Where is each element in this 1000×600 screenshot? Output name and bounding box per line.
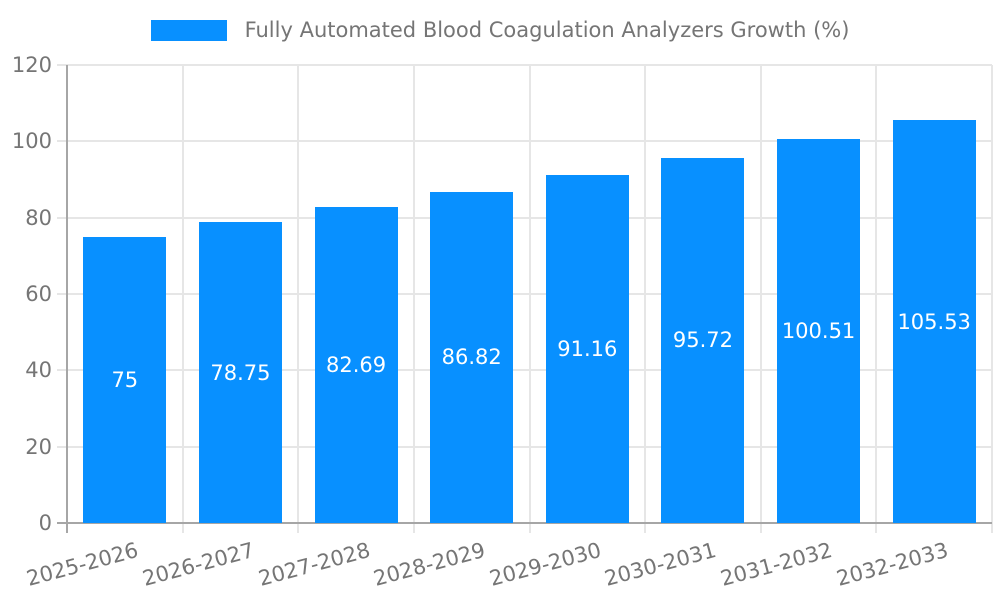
bar <box>661 157 745 523</box>
bar <box>430 191 514 523</box>
x-tick-mark <box>759 523 762 533</box>
y-tick-mark <box>57 369 67 372</box>
x-tick-mark <box>181 523 184 533</box>
x-gridline <box>181 65 184 523</box>
x-tick-mark <box>644 523 647 533</box>
x-axis-category-label: 2028-2029 <box>371 538 488 591</box>
legend-label: Fully Automated Blood Coagulation Analyz… <box>244 18 850 42</box>
x-gridline <box>759 65 762 523</box>
y-axis-tick-label: 0 <box>38 511 52 535</box>
bar-value-label: 105.53 <box>897 309 971 334</box>
legend[interactable]: Fully Automated Blood Coagulation Analyz… <box>0 18 1000 42</box>
x-gridline <box>644 65 647 523</box>
x-gridline <box>528 65 531 523</box>
y-tick-mark <box>57 293 67 295</box>
bar <box>83 236 167 523</box>
y-tick-mark <box>57 64 67 66</box>
x-axis-category-label: 2032-2033 <box>833 538 951 591</box>
x-tick-mark <box>297 523 300 533</box>
x-axis-category-label: 2031-2032 <box>717 538 835 591</box>
y-axis-tick-label: 20 <box>25 434 52 459</box>
x-axis-line <box>57 522 992 524</box>
legend-swatch <box>150 19 227 41</box>
x-gridline <box>412 65 415 523</box>
bar-value-label: 86.82 <box>441 345 502 370</box>
bar <box>545 175 629 523</box>
x-axis-category-label: 2027-2028 <box>255 538 373 591</box>
x-tick-mark <box>991 523 993 533</box>
y-axis-tick-label: 80 <box>25 205 52 230</box>
bar-value-label: 95.72 <box>672 328 733 353</box>
x-gridline <box>297 65 300 523</box>
x-tick-mark <box>875 523 878 533</box>
bar <box>777 139 861 523</box>
bar-value-label: 75 <box>111 367 139 392</box>
bar-value-label: 91.16 <box>557 337 618 362</box>
x-tick-mark <box>412 523 415 533</box>
bar-value-label: 78.75 <box>210 360 271 385</box>
x-gridline <box>875 65 878 523</box>
y-axis-tick-label: 60 <box>25 282 52 306</box>
bar-value-label: 82.69 <box>326 353 387 378</box>
y-tick-mark <box>57 216 67 219</box>
y-tick-mark <box>57 445 67 448</box>
x-axis-category-label: 2029-2030 <box>486 538 604 591</box>
bar <box>892 120 976 523</box>
y-axis-line <box>66 65 68 533</box>
bar <box>314 207 398 523</box>
x-tick-mark <box>528 523 531 533</box>
y-axis-tick-label: 120 <box>11 53 52 77</box>
x-axis-category-label: 2025-2026 <box>24 538 142 591</box>
x-axis-category-label: 2026-2027 <box>139 538 257 591</box>
bar-value-label: 100.51 <box>781 319 856 344</box>
y-axis-tick-label: 40 <box>25 358 52 383</box>
y-axis-tick-label: 100 <box>11 129 52 154</box>
bar <box>198 222 282 523</box>
x-axis-category-label: 2030-2031 <box>602 538 720 591</box>
y-tick-mark <box>57 140 67 143</box>
x-gridline <box>991 65 993 523</box>
